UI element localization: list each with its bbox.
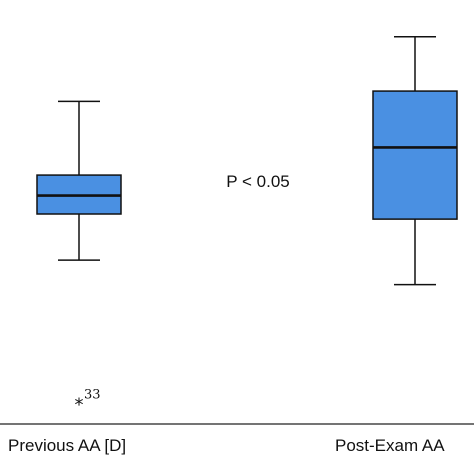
box-group-2	[372, 36, 458, 286]
outlier-marker: *	[75, 394, 84, 415]
category-label-1: Previous AA [D]	[8, 436, 126, 455]
p-value-annotation: P < 0.05	[226, 172, 290, 191]
iqr-box	[372, 90, 458, 220]
box-group-1: * 33	[36, 100, 122, 415]
outlier-label: 33	[84, 387, 101, 402]
boxes-layer: * 33	[36, 36, 458, 415]
category-labels: Previous AA [D] Post-Exam AA	[8, 436, 445, 455]
category-label-2: Post-Exam AA	[335, 436, 445, 455]
